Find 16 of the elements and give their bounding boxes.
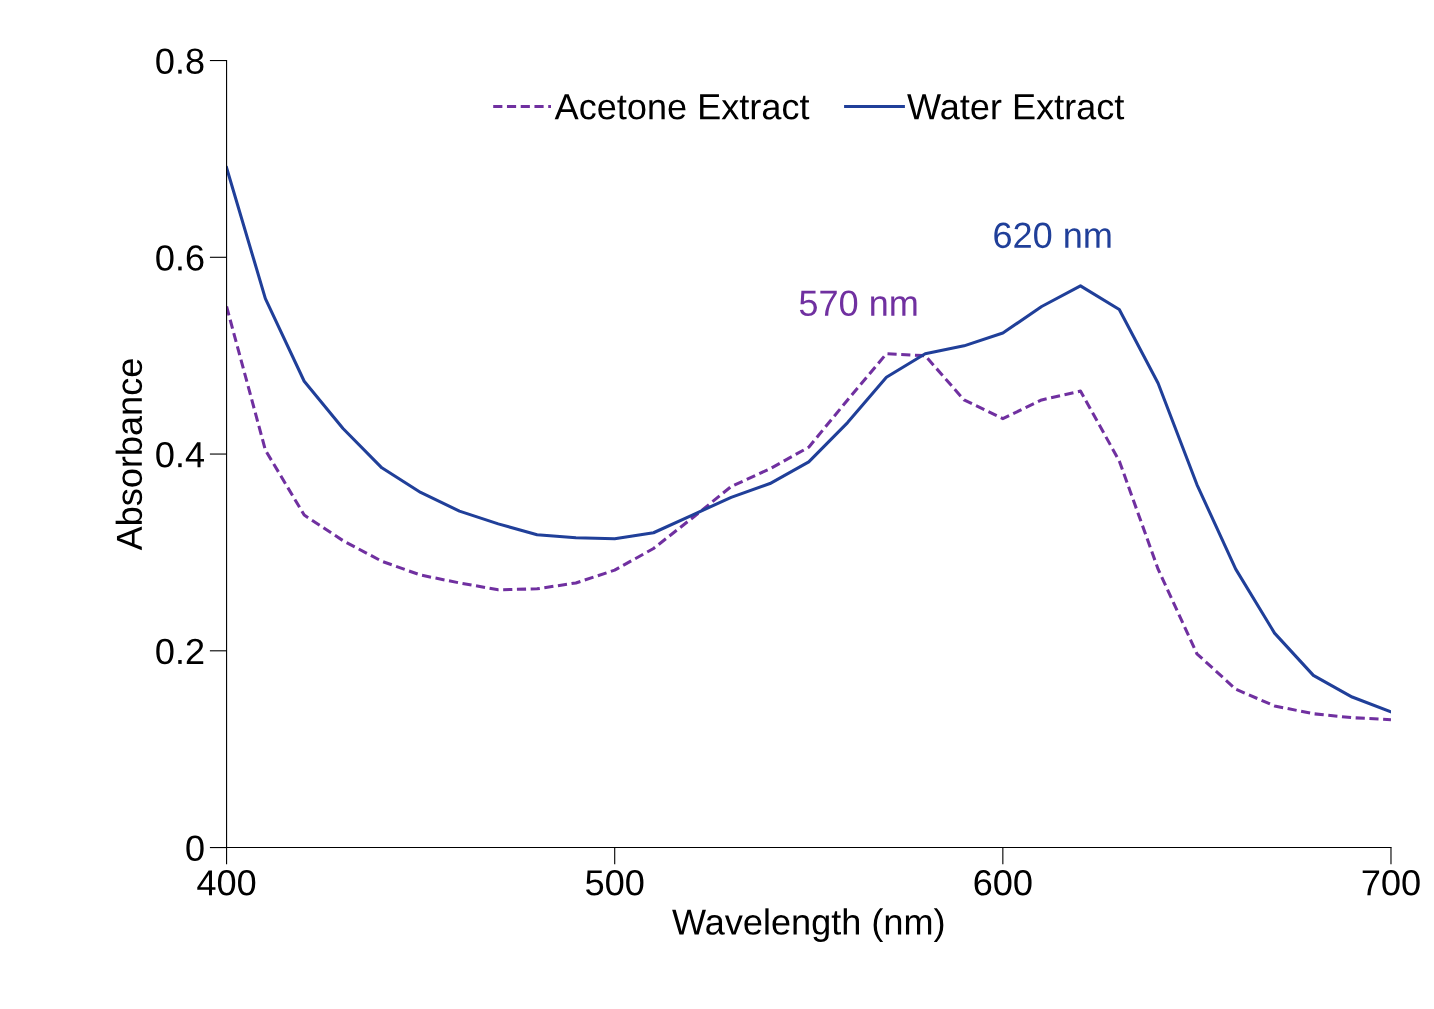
y-axis-title: Absorbance [115, 359, 143, 551]
x-tick-label: 400 [197, 870, 256, 896]
x-tick-label: 700 [1362, 870, 1420, 896]
y-tick-label: 0.2 [156, 638, 204, 665]
x-tick-label: 500 [586, 870, 644, 896]
y-tick-label: 0.6 [156, 245, 204, 271]
annotation: 620 nm [994, 222, 1111, 249]
x-axis-title: Wavelength (nm) [672, 908, 944, 942]
annotation: 570 nm [799, 290, 917, 317]
line-series [226, 166, 1391, 714]
y-tick-label: 0.8 [156, 48, 204, 74]
legend-label: Acetone Extract [554, 94, 810, 120]
legend-label: Water Extract [907, 94, 1125, 120]
y-tick-label: 0 [186, 835, 204, 861]
y-tick-label: 0.4 [156, 441, 204, 468]
x-tick-label: 600 [974, 870, 1032, 896]
